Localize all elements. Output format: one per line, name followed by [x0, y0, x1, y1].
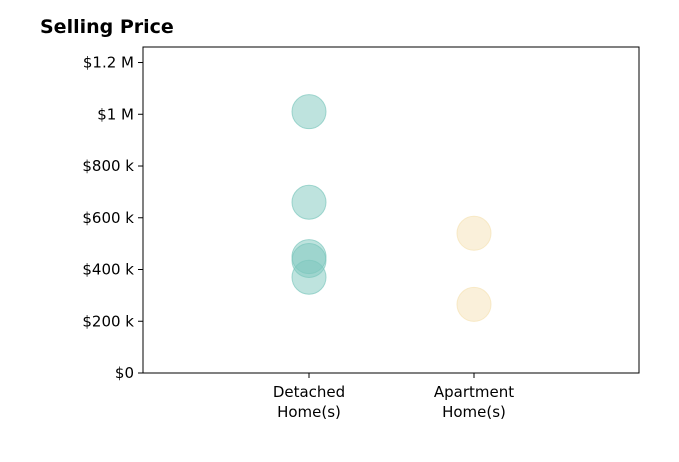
data-points — [291, 94, 492, 322]
y-tick-label: $0 — [115, 364, 134, 382]
data-point — [456, 286, 492, 322]
data-point — [456, 215, 492, 251]
y-tick-label: $1 M — [97, 105, 134, 123]
y-tick-label: $1.2 M — [83, 54, 134, 72]
x-tick-label: Apartment Home(s) — [434, 383, 514, 421]
data-point — [291, 94, 327, 130]
plot-frame — [142, 46, 640, 374]
y-tick-label: $800 k — [82, 157, 134, 175]
y-axis: $0 $200 k $400 k $600 k $800 k $1 M $1.2 M — [82, 54, 143, 382]
y-tick-label: $400 k — [82, 261, 134, 279]
y-tick-label: $600 k — [82, 209, 134, 227]
data-point — [291, 184, 327, 220]
y-tick-label: $200 k — [82, 312, 134, 330]
x-tick-label: Detached Home(s) — [273, 383, 345, 421]
x-axis: Detached Home(s) Apartment Home(s) — [273, 373, 514, 421]
data-point — [291, 259, 327, 295]
chart-title: Selling Price — [40, 16, 174, 38]
